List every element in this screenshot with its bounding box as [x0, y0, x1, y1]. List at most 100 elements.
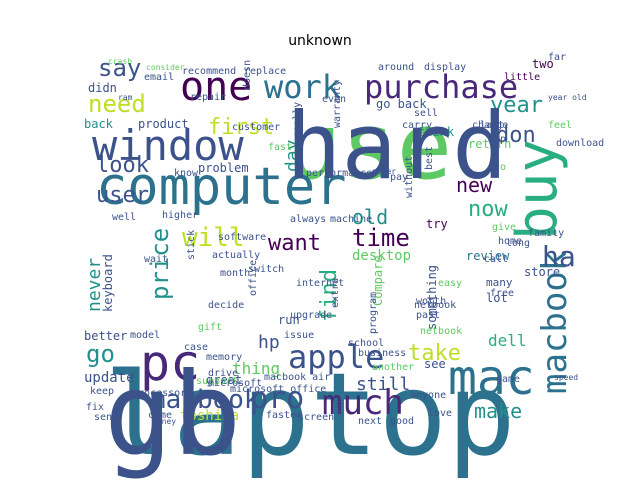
word-work-6: work: [264, 68, 341, 106]
word-good-128: good: [390, 416, 414, 427]
word-last-107: last: [480, 120, 504, 131]
word-game-94: game: [496, 374, 520, 385]
word-two-70: two: [532, 57, 554, 71]
word-anyone-132: anyone: [410, 390, 446, 401]
word-change-103: change: [472, 120, 508, 131]
word-around-67: around: [378, 62, 414, 73]
word-laptop-0: laptop: [104, 348, 516, 480]
word-ha-28: ha: [542, 240, 576, 273]
word-something-53: something: [425, 265, 439, 330]
word-another-144: another: [372, 362, 414, 373]
word-memory-123: memory: [206, 352, 242, 363]
word-business-86: business: [358, 348, 406, 359]
word-case-122: case: [184, 342, 208, 353]
word-decide-82: decide: [208, 300, 244, 311]
word-pro-14: pro: [250, 381, 304, 416]
word-compare-52: Compare: [371, 255, 385, 306]
word-keyboard-51: keyboard: [101, 254, 115, 312]
word-family-143: family: [528, 228, 564, 239]
word-worth-96: worth: [416, 296, 446, 307]
word-pro-105: pro: [488, 162, 506, 173]
word-crash-139: crash: [108, 57, 132, 66]
word-window-3: window: [92, 121, 244, 170]
word-screen-60: screen: [298, 412, 334, 423]
word-look-20: look: [96, 153, 149, 178]
word-software-134: software: [218, 232, 266, 243]
word-upgrade-84: upgrade: [290, 310, 332, 321]
word-return-104: return: [468, 137, 511, 151]
word-review-49: review: [466, 249, 510, 263]
word-dell-39: dell: [488, 331, 527, 350]
word-run-58: run: [278, 313, 300, 327]
word-way-129: way: [333, 399, 342, 414]
word-think-47: think: [418, 125, 455, 139]
word-time-24: time: [352, 224, 410, 252]
word-don-19: don: [496, 123, 536, 148]
word-great-61: great: [206, 373, 242, 387]
word-microsoft-office-62: microsoft office: [230, 384, 326, 395]
word-year-old-149: year old: [548, 93, 587, 102]
word-repair-114: repair: [190, 92, 226, 103]
word-carry-112: carry: [402, 120, 432, 131]
figure-title: unknown: [288, 33, 352, 49]
word-first-16: first: [208, 115, 274, 140]
word-replace-66: replace: [244, 66, 286, 77]
word-thing-35: thing: [232, 359, 280, 378]
word-make-32: make: [474, 399, 522, 423]
word-drive-124: drive: [208, 368, 238, 379]
word-user-21: user: [96, 183, 149, 208]
word-call-99: call: [484, 254, 508, 265]
word-new-26: new: [456, 173, 493, 197]
word-still-36: still: [356, 374, 410, 395]
word-old-25: old: [352, 205, 388, 229]
word-ram-138: ram: [118, 93, 133, 102]
word-microsoft-135: microsoft: [208, 378, 262, 389]
word-hard-151: hard: [286, 93, 508, 200]
word-want-23: want: [268, 231, 321, 256]
word-gift-83: gift: [198, 322, 222, 333]
word-purchase-7: purchase: [364, 68, 518, 106]
word-switch-75: switch: [248, 264, 284, 275]
word-use-1: use: [286, 93, 452, 200]
word-love-92: love: [428, 408, 452, 419]
word-amp-108: amp: [488, 134, 506, 145]
word-well-79: well: [112, 212, 136, 223]
word-go-33: go: [86, 340, 115, 368]
word-download-142: download: [556, 138, 604, 149]
word-update-50: update: [84, 370, 135, 386]
word-netbook-148: netbook: [414, 300, 456, 311]
word-even-72: even: [322, 94, 346, 105]
word-long-101: long: [506, 238, 530, 249]
word-year-18: year: [490, 93, 543, 118]
word-computer-2: computer: [96, 157, 346, 217]
word-next-91: next: [358, 416, 382, 427]
word-problem-42: problem: [198, 161, 249, 175]
word-product-43: product: [138, 117, 189, 131]
word-send-88: send: [94, 412, 118, 423]
word-fix-126: fix: [86, 402, 104, 413]
word-faster-90: faster: [266, 410, 302, 421]
word-power-147: power: [372, 167, 396, 176]
word-say-17: say: [98, 54, 141, 82]
word-give-100: give: [492, 222, 516, 233]
word-actually-120: actually: [212, 250, 260, 261]
word-office-131: office: [248, 260, 259, 296]
word-support-87: support: [196, 376, 238, 387]
word-past-95: past: [416, 310, 440, 321]
word-price-29: price: [146, 228, 174, 300]
word-many-57: many: [486, 276, 513, 289]
word-really-71: really: [292, 102, 303, 138]
word-need-15: need: [88, 90, 146, 118]
word-apple-10: apple: [288, 338, 384, 376]
word-easy-102: easy: [438, 278, 462, 289]
word-macbook-12: macbook: [150, 385, 260, 415]
word-without-119: without: [404, 156, 415, 198]
word-best-106: best: [424, 146, 435, 170]
word-extra-130: extra: [330, 278, 341, 308]
word-performance-118: performance: [306, 168, 372, 179]
word-know-73: know: [174, 168, 199, 179]
word-always-77: always: [290, 214, 326, 225]
word-free-93: free: [490, 288, 514, 299]
